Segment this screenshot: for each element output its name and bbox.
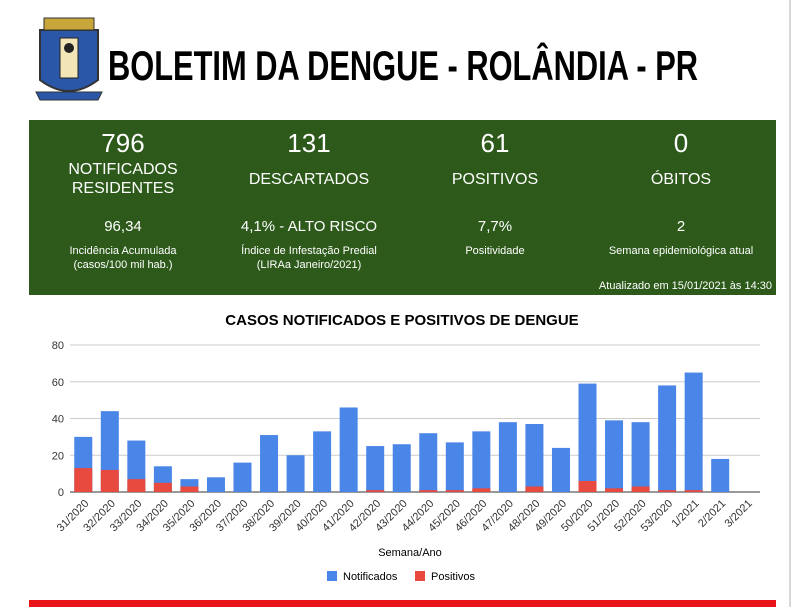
chart: CASOS NOTIFICADOS E POSITIVOS DE DENGUE 0… (52, 312, 760, 583)
stat-sub-label: (casos/100 mil hab.) (73, 259, 173, 271)
bar (366, 446, 385, 492)
bar (392, 444, 411, 492)
bar (313, 431, 332, 492)
bar (206, 477, 225, 492)
bar (74, 468, 93, 492)
x-axis-label: Semana/Ano (378, 547, 442, 559)
legend-swatch (415, 571, 425, 581)
logo (35, 17, 103, 101)
bar (260, 435, 279, 492)
stat-label: ÓBITOS (650, 171, 712, 188)
bar (551, 447, 570, 492)
bar (127, 479, 146, 492)
header: BOLETIM DA DENGUE - ROLÂNDIA - PR (35, 17, 698, 101)
y-tick-label: 80 (52, 340, 64, 352)
bar (233, 462, 252, 492)
bar (472, 431, 491, 492)
bar (286, 455, 305, 492)
stat-value: 131 (287, 128, 331, 158)
bar (525, 424, 544, 492)
bar (419, 490, 438, 492)
x-tick-label: 2/2021 (696, 498, 728, 530)
stat-sub-label: Índice de Infestação Predial (241, 245, 377, 257)
bar (578, 383, 597, 492)
stat-value: 61 (480, 128, 510, 158)
bar (578, 480, 597, 492)
stat-value: 0 (673, 128, 689, 158)
y-tick-label: 20 (52, 450, 64, 462)
bar (605, 420, 624, 492)
y-tick-label: 40 (52, 414, 64, 426)
bar (100, 469, 119, 492)
bar (498, 422, 517, 492)
stat-label: POSITIVOS (451, 171, 539, 188)
bar (339, 407, 358, 492)
x-tick-label: 3/2021 (723, 498, 755, 530)
bar (180, 486, 199, 492)
stat-sub-label: Positividade (465, 245, 525, 257)
stat-label: RESIDENTES (71, 180, 175, 197)
bar (472, 488, 491, 492)
stat-sub-value: 4,1% - ALTO RISCO (240, 218, 378, 235)
bar (419, 433, 438, 492)
bar (525, 486, 544, 492)
bar (605, 488, 624, 492)
stat-sub-label: (LIRAa Janeiro/2021) (256, 259, 362, 271)
bar (658, 490, 677, 492)
stat-sub-value: 7,7% (477, 218, 513, 235)
stat-sub-label: Incidência Acumulada (69, 245, 177, 257)
y-tick-label: 0 (58, 487, 64, 499)
stat-sub-label: Semana epidemiológica atual (608, 245, 754, 257)
bar (153, 482, 172, 492)
bar (366, 490, 385, 492)
updated: Atualizado em 15/01/2021 às 14:30 (598, 280, 772, 292)
stats-panel: Atualizado em 15/01/2021 às 14:30 796 NOT… (29, 120, 776, 295)
bar (684, 372, 703, 492)
bar (631, 486, 650, 492)
bar (445, 490, 464, 492)
bar (684, 490, 703, 492)
stat-sub-value: 2 (676, 218, 686, 235)
y-tick-label: 60 (52, 377, 64, 389)
legend-label: Positivos (431, 571, 476, 583)
x-tick-label: 1/2021 (669, 498, 701, 530)
chart-title: CASOS NOTIFICADOS E POSITIVOS DE DENGUE (225, 312, 578, 329)
border (789, 0, 791, 607)
stat-value: 796 (101, 128, 145, 158)
bar (711, 458, 730, 492)
stat-label: DESCARTADOS (248, 171, 370, 188)
legend-label: Notificados (343, 571, 398, 583)
bar (631, 422, 650, 492)
title: BOLETIM DA DENGUE - ROLÂNDIA - PR (108, 41, 698, 89)
bar (445, 442, 464, 492)
bar (658, 385, 677, 492)
stat-label: NOTIFICADOS (68, 161, 178, 178)
legend-swatch (327, 571, 337, 581)
footer-bar (29, 600, 776, 607)
stat-sub-value: 96,34 (104, 218, 142, 235)
